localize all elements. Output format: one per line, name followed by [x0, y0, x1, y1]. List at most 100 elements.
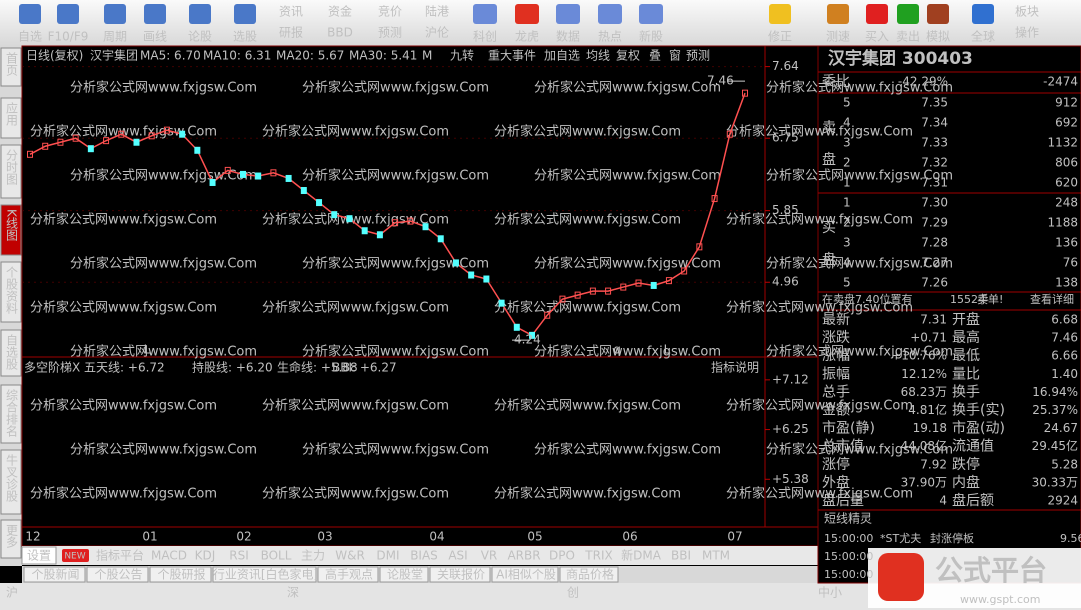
tool-button[interactable]: 周期	[103, 30, 127, 44]
tool-icon[interactable]	[189, 4, 211, 24]
indicator-tab[interactable]: DMI	[376, 549, 399, 563]
tool-icon[interactable]	[473, 4, 497, 24]
chart-tool[interactable]: 叠	[649, 49, 661, 63]
tool-icon[interactable]	[866, 4, 888, 24]
indicator-tab[interactable]: 指标平台	[96, 548, 144, 563]
tool-button[interactable]: 选股	[233, 30, 257, 44]
tool-icon[interactable]	[598, 4, 622, 24]
tool-button[interactable]: 资讯	[279, 5, 303, 19]
tool-button[interactable]: 自选	[18, 30, 42, 44]
news-tab-label[interactable]: 商品价格	[566, 567, 614, 582]
tool-icon[interactable]	[234, 4, 256, 24]
tool-button[interactable]: 预测	[378, 26, 402, 40]
tool-icon[interactable]	[827, 4, 849, 24]
indicator-tab[interactable]: BOLL	[261, 549, 292, 563]
chart-tool[interactable]: 加自选	[544, 49, 580, 63]
tool-button[interactable]: BBD	[327, 26, 353, 40]
news-tab[interactable]	[212, 566, 317, 583]
tool-button[interactable]: 竞价	[378, 5, 402, 19]
indicator-tab[interactable]: DPO	[549, 549, 575, 563]
news-tab[interactable]	[379, 566, 429, 583]
tool-icon[interactable]	[897, 4, 919, 24]
indicator-tab[interactable]: TRIX	[584, 549, 612, 563]
tool-button[interactable]: 数据	[556, 29, 580, 44]
tool-icon[interactable]	[639, 4, 663, 24]
side-tab[interactable]	[0, 204, 22, 256]
side-tab-label[interactable]: 更多	[5, 524, 19, 549]
tool-icon[interactable]	[104, 4, 126, 24]
tool-button[interactable]: 论股	[188, 30, 212, 44]
indicator-tab[interactable]: BIAS	[410, 549, 438, 563]
side-tab[interactable]	[0, 97, 22, 139]
tool-button[interactable]: 沪伦	[425, 25, 449, 40]
tool-button[interactable]: F10/F9	[48, 30, 89, 44]
settings-tab[interactable]	[21, 546, 57, 565]
news-tab[interactable]	[149, 566, 212, 583]
side-tab[interactable]	[0, 144, 22, 199]
news-tab[interactable]	[429, 566, 491, 583]
tool-icon[interactable]	[556, 4, 580, 24]
side-tab[interactable]	[0, 329, 22, 377]
news-tab[interactable]	[86, 566, 149, 583]
tool-button[interactable]: 全球	[971, 29, 995, 44]
chart-tool[interactable]: 九转	[450, 48, 474, 63]
news-tab-label[interactable]: 行业资讯[白色家电]	[213, 567, 318, 582]
news-tab-label[interactable]: 论股堂	[387, 568, 423, 582]
indicator-tab[interactable]: ARBR	[507, 549, 540, 563]
side-tab[interactable]	[0, 384, 22, 444]
side-tab-label[interactable]: 首页	[5, 52, 19, 77]
tool-button[interactable]: 龙虎	[515, 30, 539, 44]
indicator-tab[interactable]: RSI	[229, 549, 249, 563]
news-tab-label[interactable]: AI相似个股	[496, 568, 556, 582]
tool-button[interactable]: 模拟	[926, 30, 950, 44]
tool-icon[interactable]	[972, 4, 994, 24]
news-tab[interactable]	[491, 566, 559, 583]
tool-button[interactable]: 陆港	[425, 4, 449, 19]
chart-tool[interactable]: 复权	[616, 49, 640, 63]
detail-link[interactable]: 查看详细	[1030, 292, 1074, 306]
news-tab-label[interactable]: 个股研报	[157, 567, 205, 582]
side-tab[interactable]	[0, 47, 22, 87]
indicator-tab[interactable]: W&R	[335, 549, 365, 563]
tool-icon[interactable]	[144, 4, 166, 24]
tool-button[interactable]: 新股	[639, 29, 663, 44]
tool-icon[interactable]	[19, 4, 41, 24]
tool-icon[interactable]	[57, 4, 79, 24]
chart-tool[interactable]: 重大事件	[488, 49, 536, 63]
tool-icon[interactable]	[927, 4, 949, 24]
indicator-tab[interactable]: MACD	[151, 549, 187, 563]
indicator-tab[interactable]: MTM	[702, 549, 730, 563]
news-tab-label[interactable]: 关联报价	[437, 567, 485, 582]
tool-button[interactable]: 科创	[473, 30, 497, 44]
side-tab-label[interactable]: 牛叉诊股	[5, 453, 19, 503]
news-tab-label[interactable]: 个股新闻	[31, 567, 79, 582]
tool-button[interactable]: 卖出	[896, 30, 920, 44]
indicator-tab[interactable]: ASI	[448, 549, 467, 563]
news-tab[interactable]	[23, 566, 86, 583]
side-tab[interactable]	[0, 261, 22, 323]
tool-button[interactable]: 热点	[598, 30, 622, 44]
chart-tool[interactable]: 窗	[669, 49, 681, 63]
tool-button[interactable]: 操作	[1015, 25, 1039, 40]
side-tab-label[interactable]: 综合排名	[5, 389, 19, 437]
side-tab-label[interactable]: 分时图	[5, 149, 19, 185]
tab-label[interactable]: 设置	[27, 549, 51, 563]
news-tab[interactable]	[317, 566, 379, 583]
tool-button[interactable]: 资金	[328, 4, 352, 19]
side-tab[interactable]	[0, 449, 22, 515]
tool-button[interactable]: 板块	[1015, 5, 1039, 19]
tool-button[interactable]: 画线	[143, 30, 167, 44]
side-tab-label[interactable]: K线图	[5, 209, 19, 241]
news-tab-label[interactable]: 高手观点	[325, 567, 373, 582]
chart-tool[interactable]: 均线	[586, 49, 610, 63]
side-tab-label[interactable]: 应用	[5, 101, 19, 127]
side-tab[interactable]	[0, 519, 22, 559]
indicator-tab[interactable]: KDJ	[195, 549, 216, 563]
indicator-tab[interactable]: 主力	[301, 549, 325, 563]
chart-tool[interactable]: 预测	[686, 49, 710, 63]
indicator-tab[interactable]: 新DMA	[621, 548, 662, 563]
indicator-help[interactable]: 指标说明	[711, 360, 759, 375]
tool-button[interactable]: 买入	[865, 30, 889, 44]
indicator-tab[interactable]: VR	[481, 549, 498, 563]
tool-icon[interactable]	[769, 4, 791, 24]
